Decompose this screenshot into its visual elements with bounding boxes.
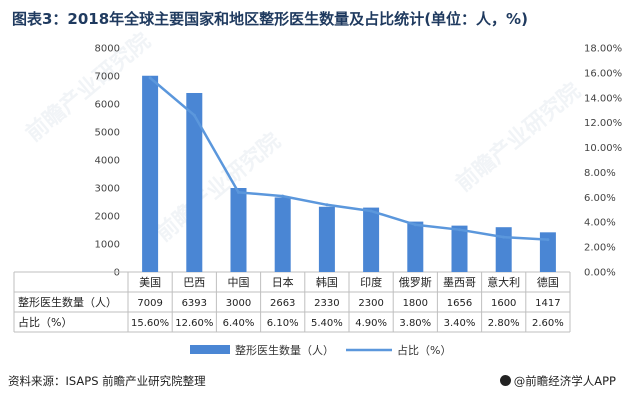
table-cell-share: 6.10%	[267, 318, 299, 329]
category-label: 巴西	[183, 276, 205, 289]
y-right-tick-label: 8.00%	[584, 168, 616, 179]
y-left-tick-label: 5000	[95, 128, 120, 139]
table-cell-count: 1417	[535, 298, 560, 309]
y-left-tick-label: 3000	[95, 184, 120, 195]
table-cell-count: 1600	[491, 298, 516, 309]
y-right-tick-label: 12.00%	[584, 118, 622, 129]
legend-label: 占比（%）	[397, 343, 451, 357]
table-cell-share: 3.40%	[444, 318, 476, 329]
share-point	[325, 203, 329, 207]
share-point	[369, 209, 373, 213]
table-cell-share: 4.90%	[355, 318, 387, 329]
y-right-tick-label: 2.00%	[584, 243, 616, 254]
table-row-header: 占比（%）	[18, 315, 72, 329]
category-label: 美国	[139, 276, 161, 289]
category-label: 印度	[360, 275, 382, 289]
table-cell-share: 5.40%	[311, 318, 343, 329]
category-label: 日本	[272, 275, 294, 289]
table-cell-count: 6393	[182, 298, 207, 309]
table-cell-count: 7009	[137, 298, 162, 309]
share-point	[237, 190, 240, 194]
bar	[186, 92, 203, 272]
category-label: 韩国	[316, 275, 338, 289]
share-point	[546, 238, 550, 242]
y-left-tick-label: 1000	[95, 240, 120, 251]
y-right-tick-label: 6.00%	[584, 193, 616, 204]
table-cell-share: 6.40%	[223, 318, 255, 329]
bar	[363, 207, 380, 272]
table-cell-count: 2663	[270, 298, 295, 309]
bar	[451, 225, 468, 272]
source-note: 资料来源：ISAPS 前瞻产业研究院整理	[8, 374, 206, 388]
category-label: 俄罗斯	[399, 276, 432, 289]
category-label: 墨西哥	[443, 276, 476, 289]
y-left-tick-label: 4000	[95, 156, 120, 167]
y-left-tick-label: 7000	[95, 72, 120, 83]
bar	[318, 206, 335, 272]
share-point	[458, 228, 461, 232]
y-left-tick-label: 2000	[95, 212, 120, 223]
table-cell-share: 15.60%	[131, 318, 169, 329]
bar	[274, 197, 291, 272]
legend-label: 整形医生数量（人）	[235, 343, 334, 357]
category-label: 意大利	[487, 275, 520, 289]
table-cell-share: 2.60%	[532, 318, 564, 329]
y-right-tick-label: 0.00%	[584, 268, 616, 279]
y-right-tick-label: 16.00%	[584, 68, 622, 79]
y-right-tick-label: 10.00%	[584, 143, 622, 154]
category-label: 中国	[228, 276, 250, 289]
table-cell-share: 2.80%	[488, 318, 520, 329]
table-cell-count: 2300	[358, 298, 383, 309]
brand-logo-icon	[499, 375, 511, 386]
y-right-tick-label: 14.00%	[584, 93, 622, 104]
bar	[230, 188, 247, 272]
share-line	[149, 76, 548, 241]
share-point	[281, 194, 285, 198]
table-cell-count: 2330	[314, 298, 339, 309]
y-right-tick-label: 4.00%	[584, 218, 616, 229]
bar	[539, 232, 556, 272]
y-right-tick-label: 18.00%	[584, 44, 622, 55]
table-cell-count: 3000	[226, 298, 251, 309]
bar	[142, 75, 159, 272]
bar	[495, 227, 512, 272]
category-label: 德国	[537, 275, 559, 289]
y-left-tick-label: 0	[114, 268, 120, 279]
table-cell-count: 1800	[403, 298, 428, 309]
chart-title: 图表3：2018年全球主要国家和地区整形医生数量及占比统计(单位：人，%)	[12, 10, 528, 28]
table-cell-count: 1656	[447, 298, 472, 309]
y-left-tick-label: 8000	[95, 44, 120, 55]
y-left-tick-label: 6000	[95, 100, 120, 111]
table-row-header: 整形医生数量（人）	[18, 295, 117, 309]
share-point	[413, 223, 417, 227]
share-point	[502, 235, 506, 239]
table-cell-share: 12.60%	[175, 318, 213, 329]
brand-text: @前瞻经济学人APP	[513, 374, 616, 388]
share-point	[148, 76, 152, 80]
bar	[407, 221, 424, 272]
legend-bar-swatch	[190, 345, 230, 354]
table-cell-share: 3.80%	[399, 318, 431, 329]
share-point	[192, 113, 196, 117]
brand-credit: @前瞻经济学人APP	[499, 373, 616, 389]
